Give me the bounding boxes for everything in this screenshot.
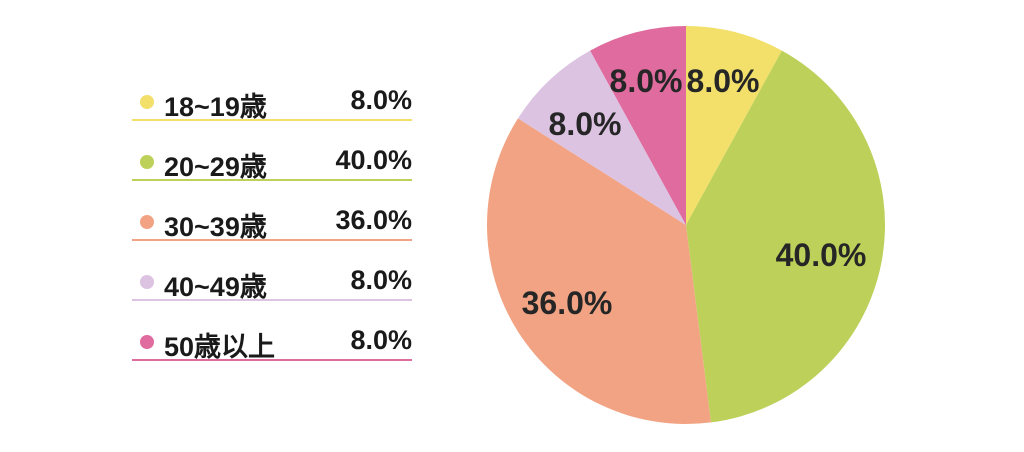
svg-text:8.0%: 8.0% <box>610 63 683 99</box>
svg-text:36.0%: 36.0% <box>522 285 613 321</box>
svg-text:40.0%: 40.0% <box>776 237 867 273</box>
svg-text:8.0%: 8.0% <box>687 63 760 99</box>
svg-text:8.0%: 8.0% <box>549 106 622 142</box>
